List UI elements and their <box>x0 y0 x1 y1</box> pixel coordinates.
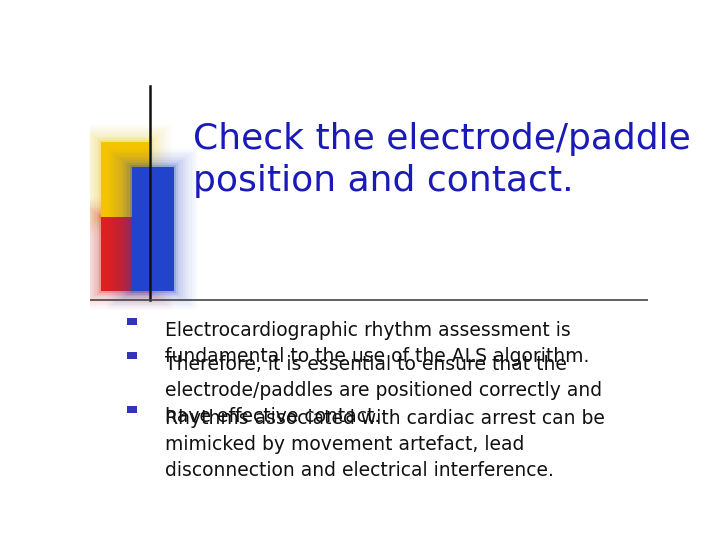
Bar <box>116 155 189 303</box>
Bar <box>88 207 162 301</box>
Bar <box>112 152 194 306</box>
Bar <box>76 198 173 310</box>
Text: Check the electrode/paddle
position and contact.: Check the electrode/paddle position and … <box>193 123 691 199</box>
Bar <box>127 406 137 413</box>
Bar <box>99 140 150 218</box>
Bar <box>130 165 176 293</box>
Bar <box>79 125 171 233</box>
Bar <box>84 203 166 305</box>
Bar <box>132 167 174 292</box>
Bar <box>90 133 160 225</box>
Text: Electrocardiographic rhythm assessment is
fundamental to the use of the ALS algo: Electrocardiographic rhythm assessment i… <box>166 321 590 366</box>
Bar <box>86 130 164 228</box>
Text: Rhythms associated with cardiac arrest can be
mimicked by movement artefact, lea: Rhythms associated with cardiac arrest c… <box>166 409 606 480</box>
Bar <box>114 153 192 305</box>
Bar <box>119 157 187 301</box>
Bar <box>99 215 150 293</box>
Bar <box>81 201 168 306</box>
Bar <box>101 217 148 292</box>
Bar <box>109 150 196 308</box>
Bar <box>92 135 158 223</box>
Bar <box>107 148 198 310</box>
Bar <box>127 352 137 359</box>
Bar <box>79 200 171 308</box>
Bar <box>125 161 181 296</box>
Bar <box>92 210 158 298</box>
Bar <box>121 158 185 300</box>
Bar <box>76 124 173 235</box>
Bar <box>96 213 153 295</box>
Bar <box>94 137 156 221</box>
Bar <box>86 205 164 303</box>
Bar <box>81 127 168 232</box>
Bar <box>84 129 166 230</box>
Bar <box>123 160 183 298</box>
Text: Therefore, it is essential to ensure that the
electrode/paddles are positioned c: Therefore, it is essential to ensure tha… <box>166 355 603 426</box>
Bar <box>88 132 162 227</box>
Bar <box>101 141 148 217</box>
Bar <box>96 138 153 220</box>
Bar <box>94 212 156 296</box>
Bar <box>127 163 178 295</box>
Bar <box>127 318 137 325</box>
Bar <box>90 208 160 300</box>
